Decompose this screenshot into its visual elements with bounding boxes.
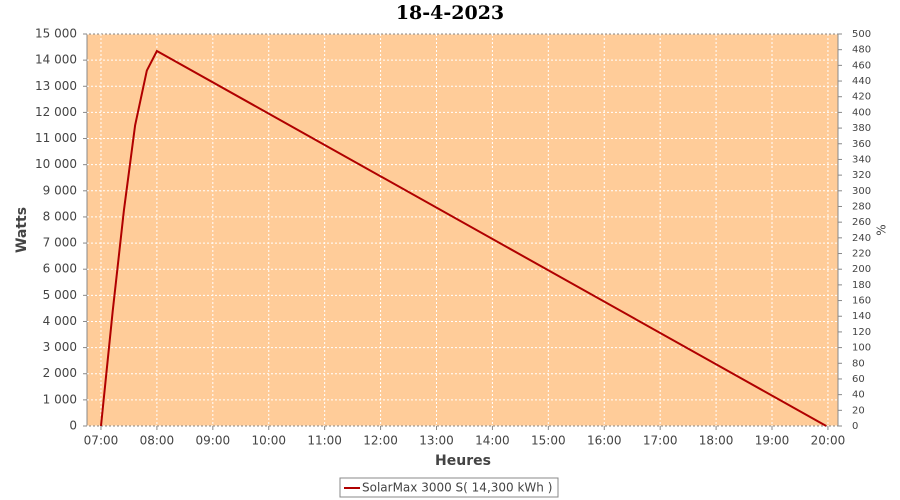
x-tick-label: 17:00 <box>643 434 678 448</box>
y-tick-label: 7 000 <box>43 236 77 250</box>
y2-tick-label: 80 <box>852 358 865 369</box>
x-tick-label: 13:00 <box>419 434 454 448</box>
y2-tick-label: 400 <box>852 107 871 118</box>
y2-tick-label: 280 <box>852 201 871 212</box>
y2-tick-label: 100 <box>852 343 871 354</box>
y-tick-label: 1 000 <box>43 392 77 406</box>
y2-tick-label: 120 <box>852 327 871 338</box>
x-tick-label: 19:00 <box>755 434 790 448</box>
x-tick-label: 10:00 <box>251 434 286 448</box>
x-tick-label: 08:00 <box>140 434 175 448</box>
x-tick-label: 15:00 <box>531 434 566 448</box>
y-tick-label: 12 000 <box>35 105 77 119</box>
plot-area <box>86 33 839 427</box>
y-tick-label: 5 000 <box>43 288 77 302</box>
y2-tick-label: 20 <box>852 405 865 416</box>
y2-tick-label: 340 <box>852 154 871 165</box>
series-line <box>99 49 827 427</box>
y2-tick-label: 480 <box>852 45 871 56</box>
y-tick-label: 14 000 <box>35 53 77 67</box>
chart-title: 18-4-2023 <box>396 2 504 24</box>
y2-tick-label: 60 <box>852 374 865 385</box>
y-tick-label: 15 000 <box>35 27 77 41</box>
y2-tick-label: 320 <box>852 170 871 181</box>
y2-tick-label: 380 <box>852 123 871 134</box>
y2-tick-label: 140 <box>852 311 871 322</box>
legend-box <box>339 477 559 498</box>
y2-tick-label: 360 <box>852 139 871 150</box>
x-tick-label: 18:00 <box>699 434 734 448</box>
x-axis-label: Heures <box>435 453 491 469</box>
x-tick-label: 12:00 <box>363 434 398 448</box>
y2-tick-label: 40 <box>852 390 865 401</box>
y2-axis-label: % <box>875 224 889 235</box>
x-tick-label: 11:00 <box>307 434 342 448</box>
y2-tick-label: 180 <box>852 280 871 291</box>
y-tick-label: 13 000 <box>35 79 77 93</box>
x-tick-label: 14:00 <box>475 434 510 448</box>
y-tick-label: 6 000 <box>43 262 77 276</box>
x-tick-label: 07:00 <box>84 434 119 448</box>
y-tick-label: 8 000 <box>43 209 77 223</box>
y2-tick-label: 500 <box>852 29 871 40</box>
y2-tick-label: 240 <box>852 233 871 244</box>
y2-tick-label: 440 <box>852 76 871 87</box>
y2-tick-label: 260 <box>852 217 871 228</box>
x-tick-label: 09:00 <box>196 434 231 448</box>
y2-tick-label: 420 <box>852 92 871 103</box>
y-tick-label: 0 <box>69 419 77 433</box>
x-tick-label: 20:00 <box>811 434 846 448</box>
y2-tick-label: 460 <box>852 60 871 71</box>
y-tick-label: 4 000 <box>43 314 77 328</box>
y2-tick-label: 300 <box>852 186 871 197</box>
y2-tick-label: 160 <box>852 296 871 307</box>
y-tick-label: 3 000 <box>43 340 77 354</box>
y2-tick-label: 200 <box>852 264 871 275</box>
y-tick-label: 9 000 <box>43 183 77 197</box>
y2-tick-label: 0 <box>852 421 858 432</box>
y-tick-label: 11 000 <box>35 131 77 145</box>
x-tick-label: 16:00 <box>587 434 622 448</box>
y2-tick-label: 220 <box>852 249 871 260</box>
y-tick-label: 2 000 <box>43 366 77 380</box>
y-axis-label: Watts <box>14 207 30 253</box>
legend-label: SolarMax 3000 S( 14,300 kWh ) <box>362 481 552 495</box>
y-tick-label: 10 000 <box>35 157 77 171</box>
